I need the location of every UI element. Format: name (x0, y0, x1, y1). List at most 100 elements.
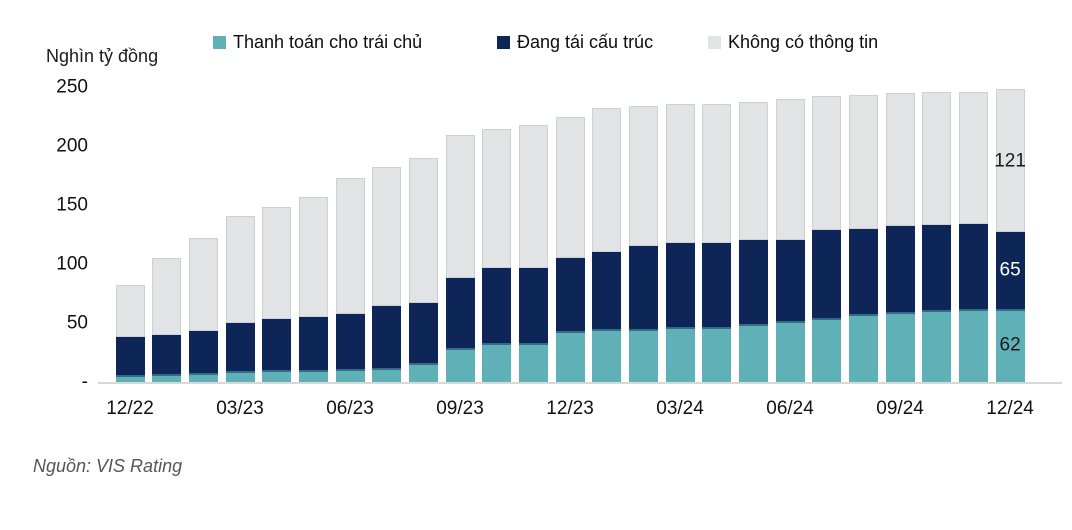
bar-segment-1 (885, 226, 915, 313)
bar-segment-1 (372, 306, 402, 368)
bar-segment-1 (812, 229, 842, 319)
bar-segment-2 (995, 89, 1025, 233)
bar-segment-2 (592, 108, 622, 253)
bar-segment-2 (922, 91, 952, 226)
bar-segment-2 (518, 124, 548, 268)
bar-segment-0 (958, 308, 988, 382)
y-tick-label: 200 (56, 135, 88, 157)
bar-segment-1 (408, 302, 438, 364)
bar-segment-0 (152, 373, 182, 382)
bar-segment-0 (372, 367, 402, 382)
legend-swatch-navy-icon (497, 35, 510, 49)
y-axis-unit-label: Nghìn tỷ đồng (46, 46, 159, 66)
y-tick-label: 150 (56, 194, 88, 216)
x-tick-label: 06/24 (766, 398, 814, 419)
bar-segment-2 (262, 207, 292, 320)
bar-segment-0 (518, 343, 548, 382)
bar-segment-0 (115, 374, 145, 382)
bar-segment-1 (152, 334, 182, 374)
bar-segment-0 (482, 343, 512, 382)
bar-segment-0 (555, 331, 585, 382)
bar-segment-0 (702, 326, 732, 382)
bar-segment-2 (848, 95, 878, 229)
bar-segment-1 (335, 313, 365, 369)
bar-segment-1 (738, 240, 768, 325)
bar-segment-2 (628, 105, 658, 247)
bar-segment-0 (922, 310, 952, 382)
bar-value-label: 65 (999, 259, 1021, 281)
bar-segment-1 (262, 319, 292, 371)
bar-segment-0 (665, 326, 695, 382)
source-note: Nguồn: VIS Rating (33, 456, 183, 476)
y-tick-label: 250 (56, 76, 88, 98)
bar-segment-1 (665, 242, 695, 327)
x-tick-label: 03/24 (656, 398, 704, 419)
bar-segment-1 (518, 267, 548, 344)
bar-segment-1 (298, 317, 328, 371)
bar-segment-1 (922, 225, 952, 310)
bar-segment-1 (995, 232, 1025, 309)
x-tick-label: 09/24 (876, 398, 924, 419)
legend-label-paid: Thanh toán cho trái chủ (233, 31, 423, 52)
bar-segment-0 (225, 371, 255, 382)
y-tick-label: 100 (56, 253, 88, 275)
bar-segment-0 (775, 320, 805, 382)
legend: Thanh toán cho trái chủ Đang tái cấu trú… (0, 31, 1072, 55)
x-tick-label: 03/23 (216, 398, 264, 419)
bar-segment-2 (335, 177, 365, 314)
legend-label-no-info: Không có thông tin (728, 31, 879, 52)
x-tick-label: 06/23 (326, 398, 374, 419)
bar-segment-2 (738, 102, 768, 241)
bar-segment-2 (885, 92, 915, 227)
bar-segment-1 (115, 337, 145, 375)
bar-segment-2 (115, 285, 145, 338)
bar-segment-2 (775, 98, 805, 241)
legend-item-restructuring: Đang tái cấu trúc (497, 31, 653, 53)
x-tick-label: 09/23 (436, 398, 484, 419)
bar-segment-1 (482, 267, 512, 344)
bar-segment-0 (298, 370, 328, 382)
bar-value-label: 62 (999, 334, 1021, 356)
legend-swatch-teal-icon (213, 35, 226, 49)
bar-segment-0 (408, 363, 438, 382)
bar-segment-2 (188, 238, 218, 332)
bar-segment-2 (958, 91, 988, 224)
bar-segment-0 (592, 328, 622, 382)
bar-segment-2 (445, 135, 475, 279)
bar-segment-2 (298, 196, 328, 318)
bar-segment-0 (995, 308, 1025, 382)
bar-segment-1 (188, 331, 218, 373)
bar-segment-1 (848, 228, 878, 314)
x-axis-line (98, 382, 1062, 384)
y-tick-label: - (81, 371, 88, 393)
bar-segment-1 (555, 258, 585, 332)
bar-segment-0 (812, 318, 842, 382)
legend-label-restructuring: Đang tái cấu trúc (517, 31, 654, 52)
bar-segment-2 (372, 167, 402, 307)
legend-swatch-gray-icon (708, 35, 721, 49)
bar-segment-2 (812, 96, 842, 230)
bar-segment-0 (885, 312, 915, 382)
bar-segment-0 (628, 328, 658, 382)
legend-item-no-info: Không có thông tin (708, 31, 878, 53)
bar-segment-2 (225, 215, 255, 323)
bar-segment-1 (225, 323, 255, 372)
bar-segment-0 (335, 369, 365, 382)
bar-value-label: 121 (994, 150, 1026, 172)
x-tick-label: 12/24 (986, 398, 1034, 419)
bar-segment-1 (702, 242, 732, 327)
bar-segment-2 (408, 157, 438, 303)
bar-segment-1 (775, 240, 805, 321)
bar-segment-1 (628, 246, 658, 329)
bar-segment-2 (482, 129, 512, 268)
bar-segment-0 (445, 347, 475, 382)
bar-segment-0 (738, 324, 768, 382)
x-tick-label: 12/22 (106, 398, 154, 419)
bar-segment-0 (848, 313, 878, 382)
bar-segment-1 (958, 223, 988, 309)
bar-segment-2 (702, 103, 732, 243)
legend-item-paid: Thanh toán cho trái chủ (213, 31, 422, 53)
bar-segment-1 (445, 278, 475, 348)
bar-segment-1 (592, 252, 622, 329)
